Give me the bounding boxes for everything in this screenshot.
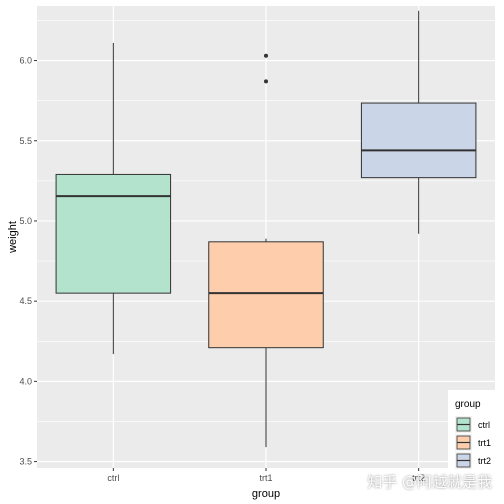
x-axis-title: group	[252, 488, 280, 500]
legend-title: group	[455, 399, 481, 410]
y-tick-label: 4.5	[19, 296, 32, 306]
box-body	[208, 241, 324, 349]
y-tick-label: 6.0	[19, 56, 32, 66]
box-trt2	[360, 10, 477, 234]
y-tick-label: 5.5	[19, 136, 32, 146]
legend-label: trt1	[478, 438, 491, 448]
legend-items: ctrl trt1 trt2	[455, 416, 491, 469]
box-trt1	[208, 53, 324, 448]
legend-label: ctrl	[478, 420, 490, 430]
y-tick-label: 5.0	[19, 216, 32, 226]
boxes	[55, 10, 477, 448]
box-ctrl	[55, 42, 172, 355]
outlier-point	[264, 79, 268, 84]
box-body	[360, 102, 477, 179]
watermark-text: 知乎 @阿越就是我	[367, 473, 492, 491]
y-tick-label: 4.0	[19, 376, 32, 386]
x-tick-label: ctrl	[107, 473, 119, 483]
legend-label: trt2	[478, 456, 491, 466]
y-axis-title: weight	[7, 221, 19, 254]
x-tick-label: trt1	[259, 473, 272, 483]
y-axis-ticks: 3.5 4.0 4.5 5.0 5.5 6.0	[19, 56, 37, 467]
x-tick-label: trt2	[412, 473, 425, 483]
outlier-point	[264, 53, 268, 58]
legend: group ctrl trt1 trt2	[448, 390, 500, 470]
box-body	[55, 173, 172, 294]
y-tick-label: 3.5	[19, 457, 32, 467]
x-axis-ticks: ctrl trt1 trt2	[107, 468, 425, 483]
